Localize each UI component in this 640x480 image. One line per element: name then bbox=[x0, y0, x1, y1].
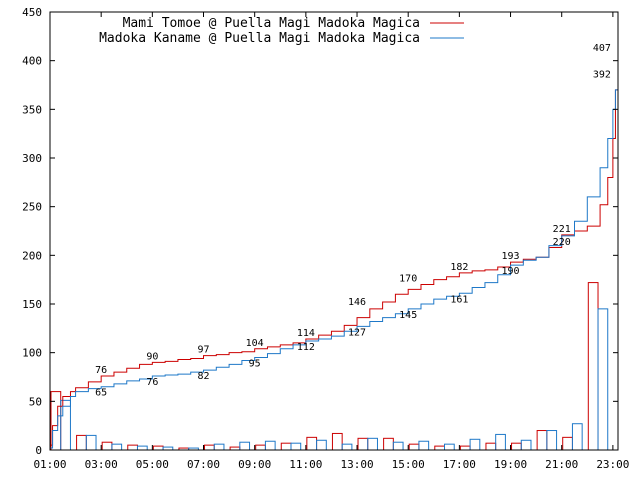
data-label-mami: 90 bbox=[146, 351, 158, 362]
data-label-madoka: 190 bbox=[502, 266, 520, 277]
data-label-mami: 146 bbox=[348, 297, 366, 308]
y-tick-label: 400 bbox=[22, 55, 42, 68]
y-tick-label: 100 bbox=[22, 347, 42, 360]
y-tick-label: 0 bbox=[35, 444, 42, 457]
x-tick-label: 21:00 bbox=[545, 458, 578, 471]
x-tick-label: 15:00 bbox=[392, 458, 425, 471]
x-tick-label: 07:00 bbox=[187, 458, 220, 471]
legend-label-mami: Mami Tomoe @ Puella Magi Madoka Magica bbox=[123, 16, 420, 31]
cumulative-lines bbox=[50, 53, 619, 449]
x-tick-label: 23:00 bbox=[596, 458, 629, 471]
data-label-madoka: 127 bbox=[348, 327, 366, 338]
y-tick-label: 250 bbox=[22, 201, 42, 214]
data-label-mami: 76 bbox=[95, 365, 107, 376]
x-tick-label: 11:00 bbox=[289, 458, 322, 471]
data-label-mami: 221 bbox=[553, 224, 571, 235]
y-tick-label: 350 bbox=[22, 103, 42, 116]
data-label-madoka: 220 bbox=[553, 237, 571, 248]
y-tick-label: 150 bbox=[22, 298, 42, 311]
data-label-mami: 97 bbox=[197, 345, 209, 356]
x-tick-label: 13:00 bbox=[340, 458, 373, 471]
data-label-mami: 114 bbox=[297, 328, 315, 339]
plot-frame bbox=[49, 11, 619, 451]
x-tick-label: 03:00 bbox=[85, 458, 118, 471]
data-labels: 76 90 97 104 114 146 170 182 193 221 407 65 76 82 95 11… bbox=[95, 43, 611, 399]
x-tick-label: 01:00 bbox=[33, 458, 66, 471]
y-tick-label: 200 bbox=[22, 249, 42, 262]
data-label-mami: 193 bbox=[502, 251, 520, 262]
legend: Mami Tomoe @ Puella Magi Madoka MagicaMa… bbox=[99, 16, 464, 46]
legend-label-madoka: Madoka Kaname @ Puella Magi Madoka Magic… bbox=[99, 31, 420, 46]
data-label-madoka: 145 bbox=[399, 310, 417, 321]
data-label-madoka: 95 bbox=[249, 359, 261, 370]
axes: 0 50 100 150 200 250 300 350 400 450 01:00 03:00 05:… bbox=[22, 6, 629, 471]
data-label-mami: 182 bbox=[450, 262, 468, 273]
x-tick-label: 09:00 bbox=[238, 458, 271, 471]
data-label-madoka: 392 bbox=[593, 69, 611, 80]
data-label-mami: 104 bbox=[246, 338, 264, 349]
y-tick-label: 300 bbox=[22, 152, 42, 165]
data-label-madoka: 112 bbox=[297, 342, 315, 353]
data-label-madoka: 82 bbox=[197, 371, 209, 382]
data-label-madoka: 76 bbox=[146, 377, 158, 388]
x-tick-label: 19:00 bbox=[494, 458, 527, 471]
data-label-madoka: 161 bbox=[450, 294, 468, 305]
x-tick-label: 17:00 bbox=[443, 458, 476, 471]
data-label-madoka: 65 bbox=[95, 388, 107, 399]
y-tick-label: 450 bbox=[22, 6, 42, 19]
series-line-madoka bbox=[50, 68, 619, 449]
y-tick-label: 50 bbox=[29, 395, 42, 408]
data-label-mami: 407 bbox=[593, 43, 611, 54]
data-label-mami: 170 bbox=[399, 274, 417, 285]
x-tick-label: 05:00 bbox=[136, 458, 169, 471]
